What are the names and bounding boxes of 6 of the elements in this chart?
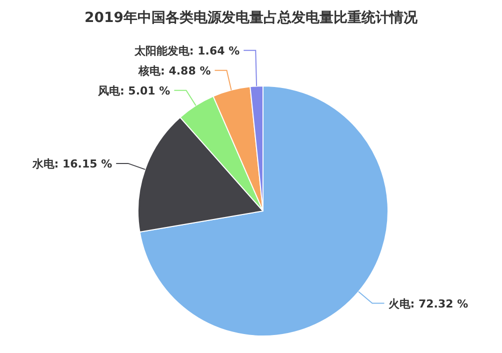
slice-label: 风电: 5.01 % [96,84,170,98]
slice-label: 核电: 4.88 % [138,64,211,78]
slice-label: 太阳能发电: 1.64 % [133,44,240,58]
slice-label: 火电: 72.32 % [388,297,468,310]
slice-label: 水电: 16.15 % [31,157,112,170]
chart-title: 2019年中国各类电源发电量占总发电量比重统计情况 [84,9,418,26]
